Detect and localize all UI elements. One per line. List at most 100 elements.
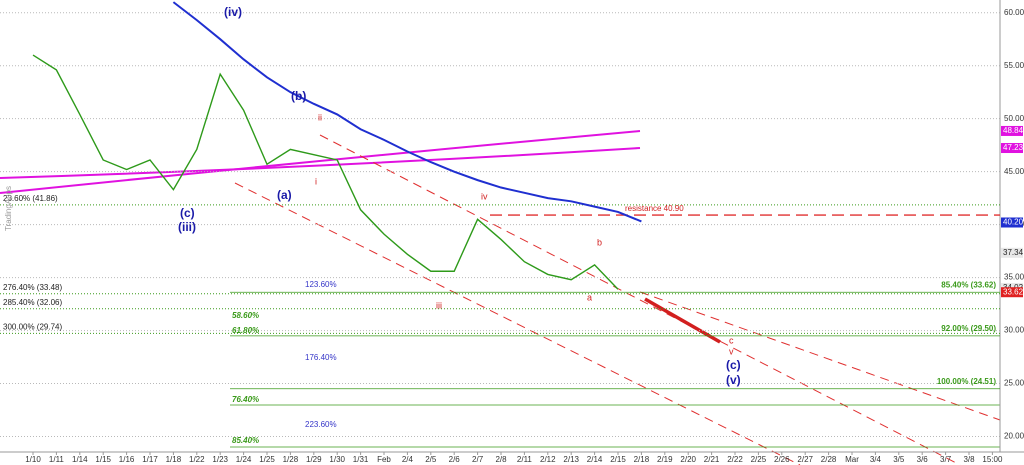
price-tag-label: 48.84: [1003, 126, 1024, 135]
wave-label: c: [729, 335, 734, 345]
x-tick-label: 2/20: [680, 455, 696, 464]
fib-label: 85.40%: [232, 436, 259, 445]
x-tick-label: 2/7: [472, 455, 484, 464]
x-tick-label: 2/22: [727, 455, 743, 464]
fib-label: 61.80%: [232, 326, 259, 335]
channel-line: [319, 134, 961, 465]
x-tick-label: 3/5: [893, 455, 905, 464]
x-tick-label: 2/14: [587, 455, 603, 464]
x-tick-label: 1/24: [236, 455, 252, 464]
price-tag: [1001, 247, 1023, 258]
x-tick-label: 1/23: [212, 455, 228, 464]
wave-label: b: [597, 237, 602, 247]
channel-line: [234, 182, 801, 465]
price-tag: [1001, 287, 1023, 298]
magenta-trendline: [0, 147, 641, 179]
x-tick-label: 15:00: [982, 455, 1003, 464]
fib-level-label: 300.00% (29.74): [3, 322, 62, 331]
x-tick-label: 3/4: [870, 455, 882, 464]
x-tick-label: 1/22: [189, 455, 205, 464]
fib-level-label: 92.00% (29.50): [941, 324, 996, 333]
x-tick-label: 1/31: [353, 455, 369, 464]
projection-line: [644, 297, 721, 344]
fib-label: 58.60%: [232, 311, 259, 320]
series-line: [32, 54, 619, 290]
x-tick-label: 2/28: [821, 455, 837, 464]
fib-level-label: 285.40% (32.06): [3, 298, 62, 307]
x-tick-label: 1/17: [142, 455, 158, 464]
fib-level-label: 23.60% (41.86): [3, 194, 58, 203]
x-tick-label: 1/10: [25, 455, 41, 464]
x-tick-label: 2/21: [704, 455, 720, 464]
x-tick-label: 2/18: [634, 455, 650, 464]
resistance-label: resistance 40.90: [625, 204, 684, 213]
y-tick-label: 55.00: [1004, 61, 1024, 70]
x-tick-label: 2/13: [563, 455, 579, 464]
price-tag: [1001, 143, 1023, 154]
y-tick-label: 20.00: [1004, 432, 1024, 441]
fib-level-label: 85.40% (33.62): [941, 280, 996, 289]
wave-label: v: [729, 346, 734, 356]
y-tick-label: 30.00: [1004, 326, 1024, 335]
x-tick-label: 2/15: [610, 455, 626, 464]
wave-label: (iv): [224, 5, 242, 19]
y-tick-label: 60.00: [1004, 8, 1024, 17]
x-tick-label: 1/14: [72, 455, 88, 464]
wave-label: (iii): [178, 220, 196, 234]
magenta-trendline: [0, 130, 641, 194]
wave-label: (c): [180, 206, 195, 220]
x-tick-label: 2/12: [540, 455, 556, 464]
y-tick-label: 25.00: [1004, 379, 1024, 388]
x-tick-label: 1/29: [306, 455, 322, 464]
x-tick-label: 1/30: [329, 455, 345, 464]
x-tick-label: 1/15: [95, 455, 111, 464]
wave-label: (v): [726, 373, 741, 387]
x-tick-label: 2/26: [774, 455, 790, 464]
x-tick-label: 1/16: [119, 455, 135, 464]
fib-label: 123.60%: [305, 280, 337, 289]
wave-label: (b): [291, 89, 306, 103]
x-tick-label: 1/18: [166, 455, 182, 464]
x-tick-label: Mar: [845, 455, 859, 464]
x-tick-label: 2/6: [449, 455, 461, 464]
x-tick-label: Feb: [377, 455, 391, 464]
wave-label: iv: [481, 191, 488, 201]
fib-level-label: 100.00% (24.51): [937, 377, 996, 386]
x-tick-label: 2/27: [797, 455, 813, 464]
price-tag-label: 47.23: [1003, 143, 1024, 152]
price-tag-label: 33.62: [1003, 287, 1024, 296]
wave-label: iii: [436, 300, 442, 310]
y-tick-label: 45.00: [1004, 167, 1024, 176]
x-tick-label: 2/5: [425, 455, 437, 464]
wave-label: (c): [726, 358, 741, 372]
channel-line: [639, 291, 1001, 421]
x-tick-label: 2/4: [402, 455, 414, 464]
x-tick-label: 3/8: [963, 455, 975, 464]
x-tick-label: 3/6: [917, 455, 929, 464]
price-tag: [1001, 125, 1023, 136]
x-tick-label: 1/28: [283, 455, 299, 464]
series-line: [172, 1, 642, 223]
wave-label: ii: [318, 112, 322, 122]
price-tag-label: 40.20: [1003, 218, 1024, 227]
fib-label: 176.40%: [305, 353, 337, 362]
x-tick-label: 3/7: [940, 455, 952, 464]
wave-label: a: [587, 292, 592, 302]
y-tick-label: 35.00: [1004, 273, 1024, 282]
watermark: TradingApps: [4, 186, 13, 231]
x-tick-label: 2/11: [517, 455, 533, 464]
y-tick-label: 50.00: [1004, 114, 1024, 123]
wave-label: (a): [277, 188, 292, 202]
x-tick-label: 2/8: [495, 455, 507, 464]
x-tick-label: 2/19: [657, 455, 673, 464]
wave-label: i: [315, 176, 317, 186]
fib-label: 76.40%: [232, 395, 259, 404]
x-tick-label: 2/25: [751, 455, 767, 464]
price-tag-label: 37.34: [1003, 248, 1024, 257]
x-tick-label: 1/25: [259, 455, 275, 464]
fib-level-label: 276.40% (33.48): [3, 283, 62, 292]
